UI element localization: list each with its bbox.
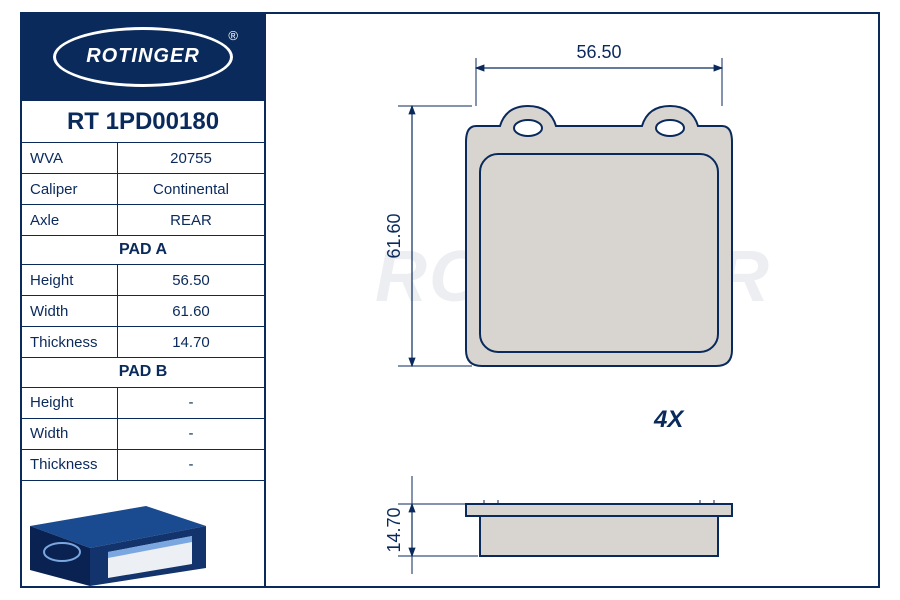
registered-mark: ®: [228, 28, 238, 43]
label-padB-height: Height: [22, 388, 118, 418]
row-padA-height: Height 56.50: [22, 265, 264, 296]
value-caliper: Continental: [118, 174, 264, 204]
brand-logo-cell: ROTINGER ®: [22, 14, 264, 101]
row-padA-thickness: Thickness 14.70: [22, 327, 264, 358]
value-padB-thickness: -: [118, 450, 264, 480]
spec-sheet-frame: ROTINGER ® RT 1PD00180 WVA 20755 Caliper…: [20, 12, 880, 588]
dim-height-text: 61.60: [384, 213, 404, 258]
quantity-label: 4X: [654, 406, 683, 434]
row-caliper: Caliper Continental: [22, 174, 264, 205]
label-caliper: Caliper: [22, 174, 118, 204]
label-padA-height: Height: [22, 265, 118, 295]
value-wva: 20755: [118, 143, 264, 173]
product-box-illustration: [22, 481, 264, 586]
value-padA-height: 56.50: [118, 265, 264, 295]
label-padB-thickness: Thickness: [22, 450, 118, 480]
part-number: RT 1PD00180: [22, 101, 264, 143]
label-axle: Axle: [22, 205, 118, 235]
label-padA-width: Width: [22, 296, 118, 326]
technical-drawing: 56.50 61.60: [266, 14, 880, 590]
label-wva: WVA: [22, 143, 118, 173]
label-padB-width: Width: [22, 419, 118, 449]
dim-thickness-text: 14.70: [384, 507, 404, 552]
left-panel: ROTINGER ® RT 1PD00180 WVA 20755 Caliper…: [22, 14, 266, 586]
label-padA-thickness: Thickness: [22, 327, 118, 357]
row-axle: Axle REAR: [22, 205, 264, 236]
dim-width-text: 56.50: [576, 42, 621, 62]
brand-text: ROTINGER: [86, 45, 200, 68]
value-padA-width: 61.60: [118, 296, 264, 326]
right-panel: ROTINGER 56.50: [266, 14, 880, 586]
value-padB-width: -: [118, 419, 264, 449]
row-padB-width: Width -: [22, 419, 264, 450]
value-padB-height: -: [118, 388, 264, 418]
row-padA-width: Width 61.60: [22, 296, 264, 327]
row-padB-height: Height -: [22, 388, 264, 419]
row-padB-thickness: Thickness -: [22, 450, 264, 481]
section-pad-a: PAD A: [22, 236, 264, 265]
brand-logo: ROTINGER: [53, 27, 233, 87]
section-pad-b: PAD B: [22, 358, 264, 387]
row-wva: WVA 20755: [22, 143, 264, 174]
value-padA-thickness: 14.70: [118, 327, 264, 357]
value-axle: REAR: [118, 205, 264, 235]
